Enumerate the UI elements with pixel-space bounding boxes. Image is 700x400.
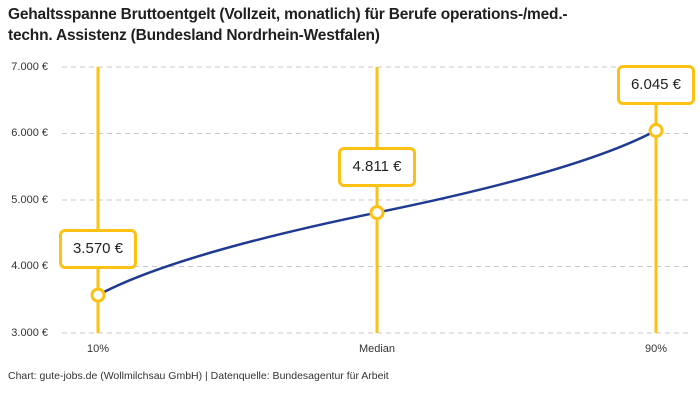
- value-label-box: 4.811 €: [338, 146, 416, 187]
- y-tick-label: 5.000 €: [11, 193, 48, 206]
- data-point-marker: [648, 123, 664, 139]
- chart-title-line-2: techn. Assistenz (Bundesland Nordrhein-W…: [8, 27, 380, 44]
- chart-title-line-1: Gehaltsspanne Bruttoentgelt (Vollzeit, m…: [8, 6, 568, 23]
- data-point-marker: [90, 287, 106, 303]
- value-label-box: 6.045 €: [617, 64, 695, 105]
- data-point-marker: [369, 205, 385, 221]
- chart-title: Gehaltsspanne Bruttoentgelt (Vollzeit, m…: [8, 4, 668, 46]
- x-tick-label: Median: [358, 343, 396, 355]
- y-tick-label: 6.000 €: [11, 127, 48, 139]
- y-tick-label: 4.000 €: [11, 260, 48, 272]
- value-label-box: 3.570 €: [59, 229, 137, 270]
- y-tick-label: 3.000 €: [11, 326, 48, 339]
- x-tick-label: 10%: [86, 343, 110, 355]
- x-tick-label: 90%: [644, 343, 668, 355]
- chart-credit: Chart: gute-jobs.de (Wollmilchsau GmbH) …: [8, 370, 389, 382]
- y-tick-label: 7.000 €: [11, 60, 48, 73]
